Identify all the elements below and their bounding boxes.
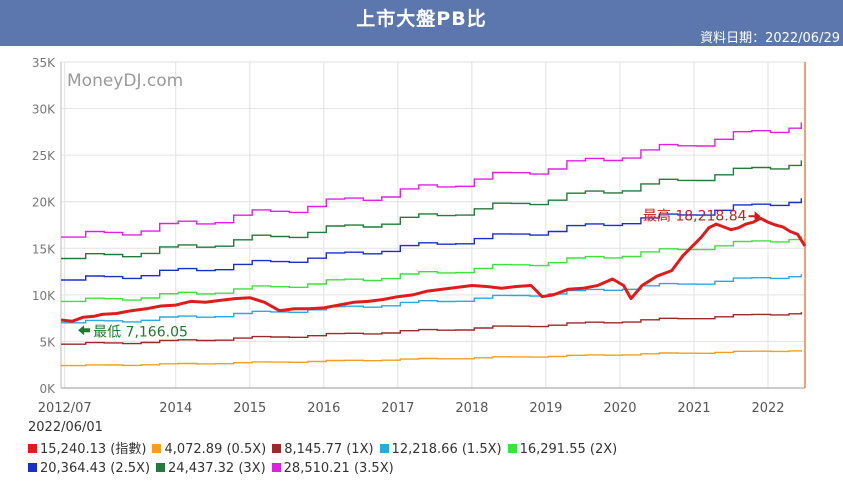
min-annotation: 最低 7,166.05 xyxy=(93,324,188,340)
x-tick-label: 2014 xyxy=(159,401,192,416)
current-date: 2022/06/01 xyxy=(28,420,103,435)
y-tick-label: 35K xyxy=(32,56,56,70)
band-line-0-5x xyxy=(61,350,802,367)
legend-item[interactable]: 8,145.77 (1X) xyxy=(272,440,374,459)
legend-label: 28,510.21 (3.5X) xyxy=(283,461,394,476)
legend-item[interactable]: 24,437.32 (3X) xyxy=(156,459,266,478)
min-arrow-icon xyxy=(78,325,91,336)
legend-row: 15,240.13 (指數) 4,072.89 (0.5X) 8,145.77 (1… xyxy=(28,440,623,459)
y-tick-label: 15K xyxy=(32,242,56,256)
x-tick-label: 2021 xyxy=(677,401,710,416)
legend-label: 12,218.66 (1.5X) xyxy=(391,442,502,457)
band-line-3-5x xyxy=(61,122,802,238)
legend-item[interactable]: 15,240.13 (指數) xyxy=(28,440,146,459)
x-tick-label: 2019 xyxy=(529,401,562,416)
chart-header: 上市大盤PB比 資料日期：2022/06/29 xyxy=(0,0,843,46)
x-tick-label: 2016 xyxy=(307,401,340,416)
x-tick-label: 2022 xyxy=(751,401,784,416)
legend-swatch xyxy=(272,444,282,453)
legend-row: 20,364.43 (2.5X) 24,437.32 (3X) 28,510.21 … xyxy=(28,459,623,478)
x-tick-label: 2012/07 xyxy=(38,401,92,416)
y-tick-label: 30K xyxy=(32,103,56,117)
max-arrow-icon xyxy=(748,211,761,222)
data-date-label: 資料日期：2022/06/29 xyxy=(700,31,840,46)
max-annotation: 最高 18,218.84 xyxy=(643,207,747,224)
index-line xyxy=(60,216,807,323)
legend: 15,240.13 (指數) 4,072.89 (0.5X) 8,145.77 (1… xyxy=(28,440,623,478)
band-line-1-5x xyxy=(61,274,802,324)
pb-ratio-chart: 0K 5K 10K 15K 20K 25K 30K 35K 2012/07 2014 2015 20… xyxy=(32,56,807,416)
band-line-2x xyxy=(61,236,802,303)
legend-label: 8,145.77 (1X) xyxy=(284,442,374,457)
legend-label: 20,364.43 (2.5X) xyxy=(40,461,151,476)
legend-item[interactable]: 4,072.89 (0.5X) xyxy=(152,440,266,459)
watermark: MoneyDJ.com xyxy=(67,71,183,91)
y-tick-label: 0K xyxy=(39,382,56,396)
legend-item[interactable]: 20,364.43 (2.5X) xyxy=(28,459,150,478)
y-tick-label: 5K xyxy=(39,335,56,349)
legend-label: 16,291.55 (2X) xyxy=(519,442,618,457)
legend-swatch xyxy=(28,444,37,453)
x-tick-label: 2017 xyxy=(381,401,414,416)
x-tick-label: 2018 xyxy=(455,401,488,416)
legend-swatch xyxy=(28,463,37,472)
legend-item[interactable]: 12,218.66 (1.5X) xyxy=(379,440,502,459)
y-tick-label: 25K xyxy=(32,149,56,163)
legend-label: 24,437.32 (3X) xyxy=(168,461,266,476)
y-tick-label: 20K xyxy=(32,196,56,210)
legend-swatch xyxy=(379,444,389,453)
x-tick-label: 2020 xyxy=(603,401,636,416)
legend-label: 15,240.13 (指數) xyxy=(40,442,147,457)
chart-title: 上市大盤PB比 xyxy=(356,8,487,30)
legend-swatch xyxy=(271,463,281,472)
y-tick-label: 10K xyxy=(32,289,56,303)
chart-area: 0K 5K 10K 15K 20K 25K 30K 35K 2012/07 2014 2015 20… xyxy=(0,46,843,502)
legend-label: 4,072.89 (0.5X) xyxy=(164,442,267,457)
legend-swatch xyxy=(156,463,166,472)
band-line-1x xyxy=(61,312,802,345)
legend-item[interactable]: 28,510.21 (3.5X) xyxy=(271,459,394,478)
legend-item[interactable]: 16,291.55 (2X) xyxy=(507,440,618,459)
x-tick-label: 2015 xyxy=(233,401,266,416)
band-line-3x xyxy=(61,160,802,260)
legend-swatch xyxy=(507,444,517,453)
legend-swatch xyxy=(152,444,162,453)
band-line-2-5x xyxy=(61,198,802,281)
